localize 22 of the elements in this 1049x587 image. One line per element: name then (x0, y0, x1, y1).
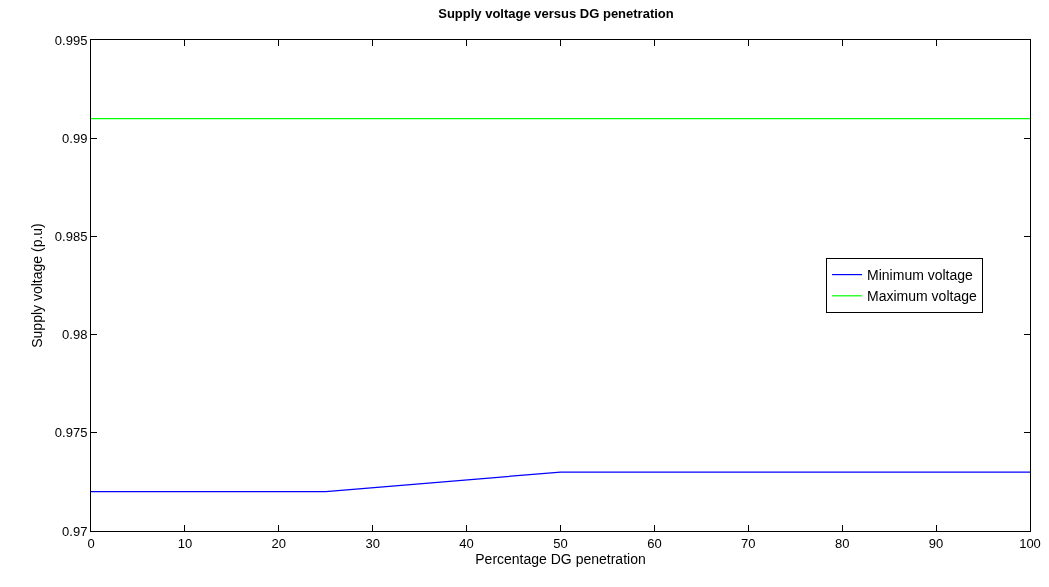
x-tick-label: 60 (647, 535, 662, 551)
y-axis-title: Supply voltage (p.u) (29, 223, 46, 348)
x-tick-label: 20 (271, 535, 287, 551)
chart-title: Supply voltage versus DG penetration (438, 5, 674, 21)
x-tick-label: 10 (177, 535, 193, 551)
x-tick-label: 70 (741, 535, 756, 551)
y-tick-label: 0.985 (54, 228, 88, 244)
x-tick-label: 30 (365, 535, 380, 551)
y-tick-label: 0.98 (62, 327, 88, 343)
x-tick-label: 80 (834, 535, 850, 551)
x-tick-label: 40 (459, 535, 474, 551)
x-tick-label: 50 (553, 535, 568, 551)
x-tick-label: 0 (87, 535, 95, 551)
x-tick-label: 90 (928, 535, 944, 551)
y-tick-label: 0.995 (54, 32, 88, 48)
y-tick-label: 0.99 (62, 130, 88, 146)
x-axis-title: Percentage DG penetration (475, 550, 646, 567)
legend-label: Minimum voltage (867, 267, 974, 284)
legend-label: Maximum voltage (867, 288, 977, 305)
y-tick-label: 0.97 (62, 523, 88, 539)
x-tick-label: 100 (1019, 535, 1041, 551)
y-tick-label: 0.975 (54, 425, 88, 441)
